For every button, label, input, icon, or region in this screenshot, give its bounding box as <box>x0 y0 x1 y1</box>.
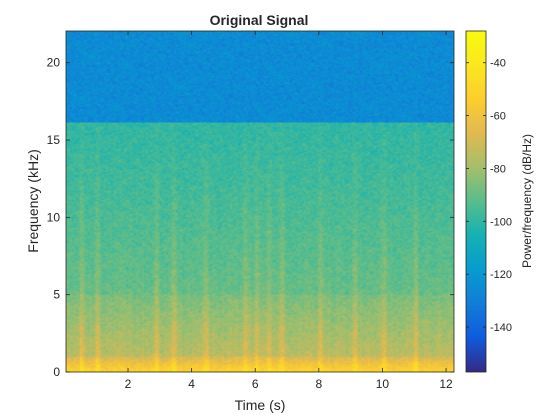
colorbar-tick-label: -120 <box>490 269 512 281</box>
colorbar-tick-label: -40 <box>490 58 506 70</box>
colorbar-tick-label: -60 <box>490 111 506 123</box>
x-tick-label: 12 <box>439 377 453 391</box>
colorbar-label: Power/frequency (dB/Hz) <box>520 134 534 268</box>
y-tick-label: 20 <box>47 56 61 70</box>
colorbar-axis: -140 -120 -100 -80 -60 -40 <box>466 58 512 334</box>
plot-axes-box <box>65 30 455 373</box>
x-tick-label: 10 <box>376 377 390 391</box>
x-tick-label: 8 <box>315 377 322 391</box>
x-axis: 2 4 6 8 10 12 <box>125 31 453 391</box>
colorbar-tick-label: -100 <box>490 216 512 228</box>
y-tick-label: 5 <box>53 288 60 302</box>
y-axis: 0 5 10 15 20 <box>47 56 454 379</box>
y-tick-label: 15 <box>47 133 61 147</box>
chart-title: Original Signal <box>210 12 309 28</box>
x-tick-label: 6 <box>252 377 259 391</box>
colorbar-tick-label: -140 <box>490 322 512 334</box>
x-tick-label: 4 <box>188 377 195 391</box>
spectrogram-image <box>66 31 454 372</box>
y-tick-label: 0 <box>53 365 60 379</box>
y-axis-label: Frequency (kHz) <box>25 149 41 252</box>
x-tick-label: 2 <box>125 377 132 391</box>
colorbar-tick-label: -80 <box>490 163 506 175</box>
x-axis-label: Time (s) <box>235 397 286 413</box>
colorbar-box <box>465 30 487 373</box>
colorbar-image <box>466 31 486 372</box>
y-tick-label: 10 <box>47 210 61 224</box>
